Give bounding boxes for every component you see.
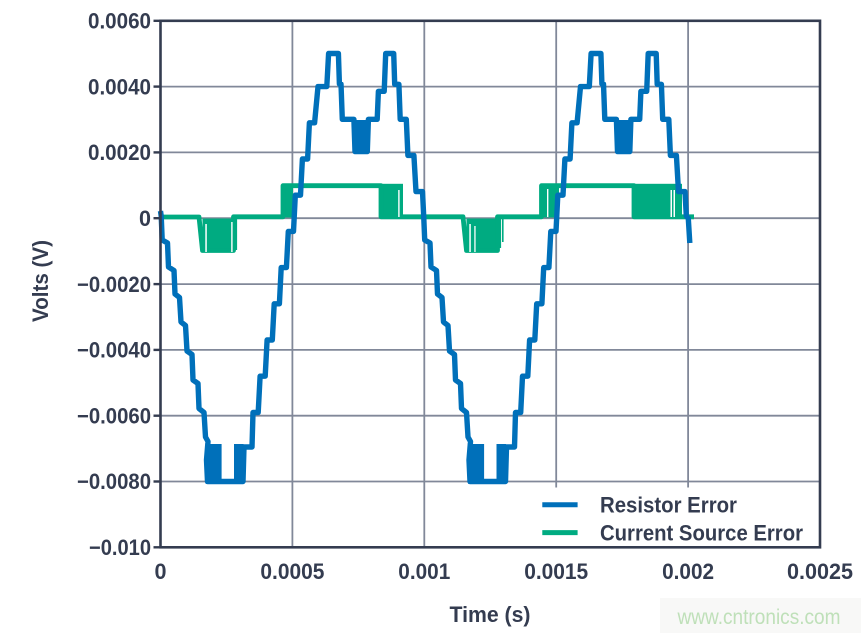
svg-text:0.0040: 0.0040 (88, 74, 151, 99)
svg-text:Resistor Error: Resistor Error (600, 493, 737, 518)
svg-text:−0.0060: −0.0060 (77, 403, 151, 428)
svg-text:Volts (V): Volts (V) (28, 240, 53, 322)
svg-text:www.cntronics.com: www.cntronics.com (677, 606, 841, 629)
svg-text:0.0025: 0.0025 (787, 559, 853, 584)
svg-text:0.002: 0.002 (662, 559, 714, 584)
svg-text:−0.0080: −0.0080 (77, 469, 151, 494)
svg-text:−0.0040: −0.0040 (77, 338, 151, 363)
svg-text:0.0005: 0.0005 (260, 559, 324, 584)
svg-text:0.0015: 0.0015 (524, 559, 588, 584)
svg-text:−0.010: −0.010 (89, 535, 151, 560)
svg-text:Current Source Error: Current Source Error (600, 521, 803, 546)
svg-text:0.001: 0.001 (398, 559, 450, 584)
svg-text:Time (s): Time (s) (450, 602, 531, 627)
svg-text:0: 0 (139, 206, 151, 231)
svg-text:0: 0 (155, 559, 167, 584)
svg-text:0.0020: 0.0020 (88, 140, 151, 165)
svg-text:0.0060: 0.0060 (88, 9, 151, 34)
svg-text:−0.0020: −0.0020 (77, 272, 151, 297)
